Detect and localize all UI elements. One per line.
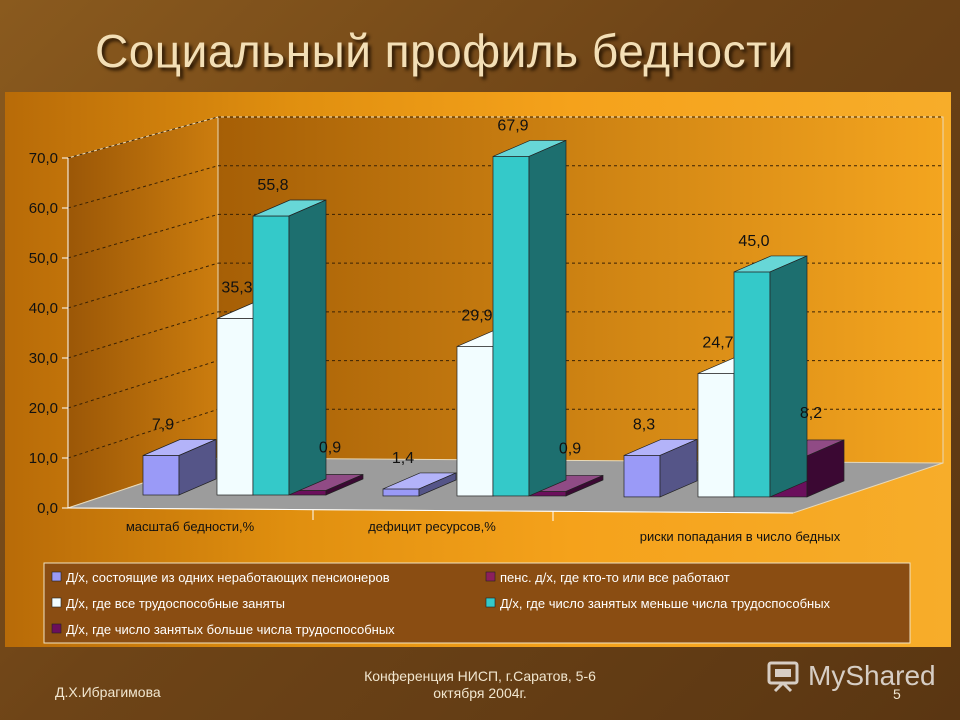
legend-swatch — [51, 571, 62, 582]
data-label: 29,9 — [461, 307, 492, 324]
presentation-board-icon — [767, 661, 799, 693]
legend-item: Д/х, где число занятых меньше числа труд… — [485, 596, 831, 611]
data-label: 8,3 — [633, 416, 655, 433]
myshared-watermark[interactable]: MyShared — [766, 656, 936, 696]
gridline-side — [67, 116, 219, 159]
bar-front-face — [216, 318, 254, 496]
legend-label: пенс. д/х, где кто-то или все работают — [500, 570, 730, 585]
data-label: 55,8 — [257, 177, 288, 194]
y-tick-label: 20,0 — [29, 400, 58, 417]
gridline-side — [67, 165, 219, 209]
bar-1-1 — [142, 438, 217, 496]
bar-front-face — [733, 271, 771, 498]
bar-side-face — [288, 199, 327, 496]
legend-item: Д/х, где все трудоспособные заняты — [51, 596, 285, 611]
data-label: 67,9 — [497, 117, 528, 134]
legend-swatch — [485, 571, 496, 582]
bar-front-face — [456, 346, 494, 497]
data-label: 35,3 — [221, 280, 252, 297]
data-label: 0,9 — [319, 440, 341, 457]
category-label: риски попадания в число бедных — [640, 529, 841, 544]
bar-side-face — [325, 473, 364, 496]
data-label: 24,7 — [702, 334, 733, 351]
bar-front-face — [623, 455, 661, 498]
bar-4-3 — [733, 255, 808, 498]
data-label: 8,2 — [800, 405, 822, 422]
bar-side-face — [418, 472, 457, 497]
bar-1-3 — [623, 438, 698, 498]
category-label: дефицит ресурсов,% — [368, 519, 496, 534]
y-tick-label: 10,0 — [29, 450, 58, 467]
bar-side-face — [769, 255, 808, 498]
bar-4-2 — [492, 139, 567, 497]
y-tick-label: 40,0 — [29, 300, 58, 317]
data-label: 7,9 — [152, 417, 174, 434]
legend-swatch — [51, 623, 62, 634]
author-name: Д.Х.Ибрагимова — [55, 684, 161, 700]
data-label: 45,0 — [738, 233, 769, 250]
bar-front-face — [697, 373, 735, 498]
legend-label: Д/х, где число занятых меньше числа труд… — [500, 596, 831, 611]
chart-back-wall — [217, 116, 944, 464]
y-tick-label: 0,0 — [37, 500, 58, 517]
bar-front-face — [382, 488, 420, 497]
y-tick-label: 60,0 — [29, 200, 58, 217]
legend-item: Д/х, состоящие из одних неработающих пен… — [51, 570, 390, 585]
conference-line-1: Конференция НИСП, г.Саратов, 5-6 — [364, 668, 596, 684]
conference-caption: Конференция НИСП, г.Саратов, 5-6 октября… — [330, 668, 630, 702]
conference-line-2: октября 2004г. — [433, 685, 527, 701]
legend-item: Д/х, где число занятых больше числа труд… — [51, 622, 395, 637]
y-tick-label: 30,0 — [29, 350, 58, 367]
category-label: масштаб бедности,% — [126, 519, 255, 534]
gridline-side — [67, 408, 219, 459]
legend-label: Д/х, где все трудоспособные заняты — [66, 596, 285, 611]
bar-side-face — [178, 438, 217, 496]
bar-4-1 — [252, 199, 327, 496]
gridline-side — [67, 311, 219, 359]
bar-side-face — [659, 438, 698, 498]
bar-side-face — [565, 474, 604, 497]
chart-legend — [43, 562, 911, 644]
legend-swatch — [485, 597, 496, 608]
y-tick-label: 50,0 — [29, 250, 58, 267]
bar-front-face — [142, 455, 180, 496]
y-tick-label: 70,0 — [29, 150, 58, 167]
gridline-side — [67, 360, 219, 409]
bar-side-face — [806, 439, 845, 498]
gridline-side — [67, 262, 219, 309]
category-axis-line — [67, 507, 794, 514]
legend-item: пенс. д/х, где кто-то или все работают — [485, 570, 730, 585]
bar-1-2 — [382, 472, 457, 497]
page-number: 5 — [893, 686, 901, 702]
legend-label: Д/х, где число занятых больше числа труд… — [66, 622, 395, 637]
legend-label: Д/х, состоящие из одних неработающих пен… — [66, 570, 390, 585]
bar-side-face — [528, 139, 567, 497]
data-label: 1,4 — [392, 450, 414, 467]
bar-front-face — [252, 215, 290, 496]
slide-title: Социальный профиль бедности — [95, 25, 794, 77]
gridline-side — [67, 213, 219, 259]
watermark-text: MyShared — [808, 660, 936, 691]
legend-swatch — [51, 597, 62, 608]
data-label: 0,9 — [559, 440, 581, 457]
bar-front-face — [492, 156, 530, 497]
